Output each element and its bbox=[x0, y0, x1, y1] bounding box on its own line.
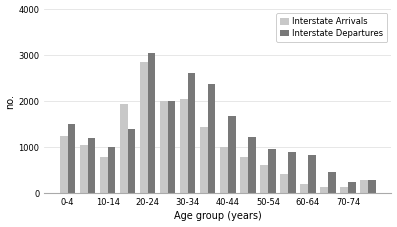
Bar bbox=[340, 187, 348, 193]
Bar bbox=[328, 172, 335, 193]
Legend: Interstate Arrivals, Interstate Departures: Interstate Arrivals, Interstate Departur… bbox=[276, 13, 387, 42]
Bar bbox=[180, 99, 188, 193]
Bar bbox=[108, 147, 116, 193]
Bar bbox=[100, 157, 108, 193]
Bar bbox=[140, 62, 148, 193]
Bar bbox=[240, 157, 248, 193]
Bar bbox=[248, 137, 256, 193]
Bar bbox=[360, 180, 368, 193]
Bar bbox=[160, 101, 168, 193]
Bar bbox=[348, 182, 356, 193]
Bar bbox=[120, 104, 128, 193]
Bar bbox=[88, 138, 95, 193]
Bar bbox=[128, 129, 135, 193]
X-axis label: Age group (years): Age group (years) bbox=[174, 211, 262, 222]
Bar bbox=[220, 147, 228, 193]
Bar bbox=[268, 149, 276, 193]
Bar bbox=[288, 152, 296, 193]
Y-axis label: no.: no. bbox=[6, 94, 15, 109]
Bar bbox=[188, 73, 195, 193]
Bar bbox=[200, 127, 208, 193]
Bar bbox=[60, 136, 68, 193]
Bar bbox=[208, 84, 216, 193]
Bar bbox=[68, 124, 75, 193]
Bar bbox=[280, 174, 288, 193]
Bar bbox=[168, 101, 175, 193]
Bar bbox=[260, 165, 268, 193]
Bar bbox=[148, 53, 155, 193]
Bar bbox=[80, 145, 88, 193]
Bar bbox=[228, 116, 235, 193]
Bar bbox=[308, 155, 316, 193]
Bar bbox=[320, 187, 328, 193]
Bar bbox=[301, 184, 308, 193]
Bar bbox=[368, 180, 376, 193]
